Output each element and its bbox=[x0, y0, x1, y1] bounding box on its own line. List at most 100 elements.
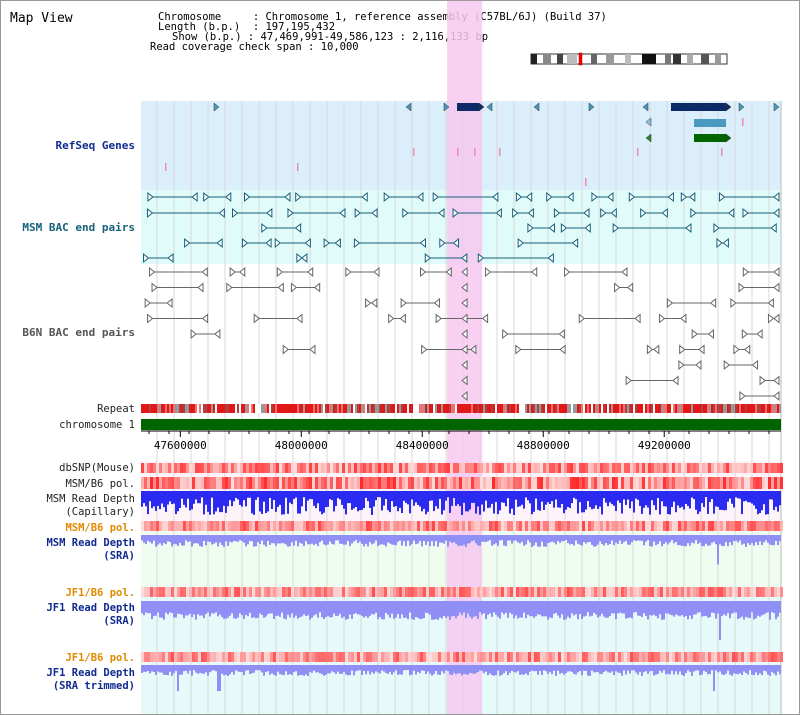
heat-cell bbox=[204, 477, 207, 489]
heat-cell bbox=[246, 463, 249, 473]
depth-bar bbox=[275, 535, 277, 546]
heat-cell bbox=[438, 652, 441, 662]
jf1-depth-sra-track[interactable] bbox=[141, 601, 781, 640]
msm-depth-capillary-track[interactable] bbox=[141, 491, 781, 515]
heat-cell bbox=[516, 463, 519, 473]
depth-bar bbox=[147, 535, 149, 541]
depth-bar bbox=[561, 665, 563, 673]
chromosome-bar[interactable] bbox=[141, 419, 781, 430]
depth-bar bbox=[557, 491, 559, 508]
depth-bar bbox=[285, 535, 287, 545]
b6n-bac-track[interactable] bbox=[144, 266, 780, 402]
jf1-b6-pol-track-2[interactable] bbox=[141, 652, 783, 662]
depth-bar bbox=[295, 535, 297, 541]
depth-bar bbox=[435, 601, 437, 620]
refseq-genes-track[interactable] bbox=[165, 102, 780, 186]
msm-b6-pol-track-1[interactable] bbox=[141, 477, 783, 489]
depth-bar bbox=[369, 665, 371, 675]
depth-bar bbox=[701, 491, 703, 504]
heat-cell bbox=[516, 652, 519, 662]
heat-cell bbox=[300, 521, 303, 531]
dbsnp-track[interactable] bbox=[141, 463, 783, 473]
depth-bar bbox=[141, 665, 143, 673]
repeat-segment bbox=[187, 404, 189, 413]
depth-bar bbox=[565, 665, 567, 674]
depth-bar bbox=[645, 535, 647, 542]
heat-cell bbox=[435, 587, 438, 597]
msm-b6-pol-track-2[interactable] bbox=[141, 521, 783, 531]
depth-bar bbox=[211, 491, 213, 498]
depth-bar bbox=[385, 665, 387, 673]
depth-bar bbox=[383, 535, 385, 545]
repeat-segment bbox=[177, 404, 179, 413]
depth-bar bbox=[293, 535, 295, 546]
depth-bar bbox=[603, 535, 605, 546]
repeat-segment bbox=[633, 404, 635, 413]
depth-bar bbox=[289, 535, 291, 547]
depth-bar bbox=[569, 601, 571, 619]
heat-cell bbox=[450, 521, 453, 531]
depth-bar bbox=[673, 491, 675, 502]
depth-bar bbox=[359, 665, 361, 671]
heat-cell bbox=[729, 521, 732, 531]
b6n-bac-end bbox=[461, 328, 468, 340]
heat-cell bbox=[411, 652, 414, 662]
depth-bar bbox=[765, 491, 767, 515]
depth-bar bbox=[257, 491, 259, 498]
heat-cell bbox=[276, 463, 279, 473]
depth-bar bbox=[181, 665, 183, 675]
heat-cell bbox=[675, 521, 678, 531]
heat-cell bbox=[282, 652, 285, 662]
depth-bar bbox=[437, 535, 439, 547]
label-msm-depth-sra-1: MSM Read Depth bbox=[46, 537, 135, 549]
depth-bar bbox=[489, 601, 491, 614]
jf1-b6-pol-track-1[interactable] bbox=[141, 587, 783, 597]
heat-cell bbox=[294, 463, 297, 473]
heat-cell bbox=[480, 521, 483, 531]
depth-bar bbox=[227, 535, 229, 546]
depth-bar bbox=[183, 601, 185, 619]
msm-bac-pair-end bbox=[383, 191, 390, 203]
heat-cell bbox=[414, 521, 417, 531]
depth-bar bbox=[705, 601, 707, 616]
b6n-bac-pair-end bbox=[707, 328, 714, 340]
chromosome-ideogram[interactable] bbox=[530, 52, 728, 66]
depth-bar bbox=[231, 491, 233, 507]
b6n-bac-pair-end bbox=[309, 344, 316, 355]
b6n-bac-pair-end bbox=[698, 344, 705, 355]
heat-cell bbox=[609, 587, 612, 597]
depth-bar bbox=[219, 665, 221, 691]
depth-bar bbox=[479, 665, 481, 671]
heat-cell bbox=[564, 587, 567, 597]
depth-bar bbox=[313, 491, 315, 506]
heat-cell bbox=[405, 463, 408, 473]
msm-bac-pair-end bbox=[143, 252, 150, 264]
repeat-segment bbox=[735, 404, 737, 413]
depth-bar bbox=[761, 491, 763, 511]
heat-cell bbox=[447, 477, 450, 489]
depth-bar bbox=[521, 535, 523, 542]
msm-bac-track[interactable] bbox=[143, 191, 780, 264]
heat-cell bbox=[327, 587, 330, 597]
depth-bar bbox=[439, 491, 441, 499]
heat-cell bbox=[465, 587, 468, 597]
repeat-track[interactable] bbox=[141, 404, 781, 413]
heat-cell bbox=[714, 587, 717, 597]
repeat-segment bbox=[599, 404, 601, 413]
msm-depth-sra-track[interactable] bbox=[141, 535, 781, 565]
depth-bar bbox=[547, 601, 549, 620]
depth-bar bbox=[687, 535, 689, 544]
depth-bar bbox=[305, 601, 307, 617]
jf1-depth-trim-track[interactable] bbox=[141, 665, 781, 691]
depth-bar bbox=[431, 601, 433, 620]
depth-bar bbox=[455, 601, 457, 619]
heat-cell bbox=[765, 521, 768, 531]
depth-bar bbox=[257, 535, 259, 543]
heat-cell bbox=[720, 463, 723, 473]
depth-bar bbox=[177, 665, 179, 691]
depth-bar bbox=[253, 601, 255, 618]
heat-cell bbox=[216, 477, 219, 489]
heat-cell bbox=[276, 652, 279, 662]
depth-bar bbox=[391, 491, 393, 502]
